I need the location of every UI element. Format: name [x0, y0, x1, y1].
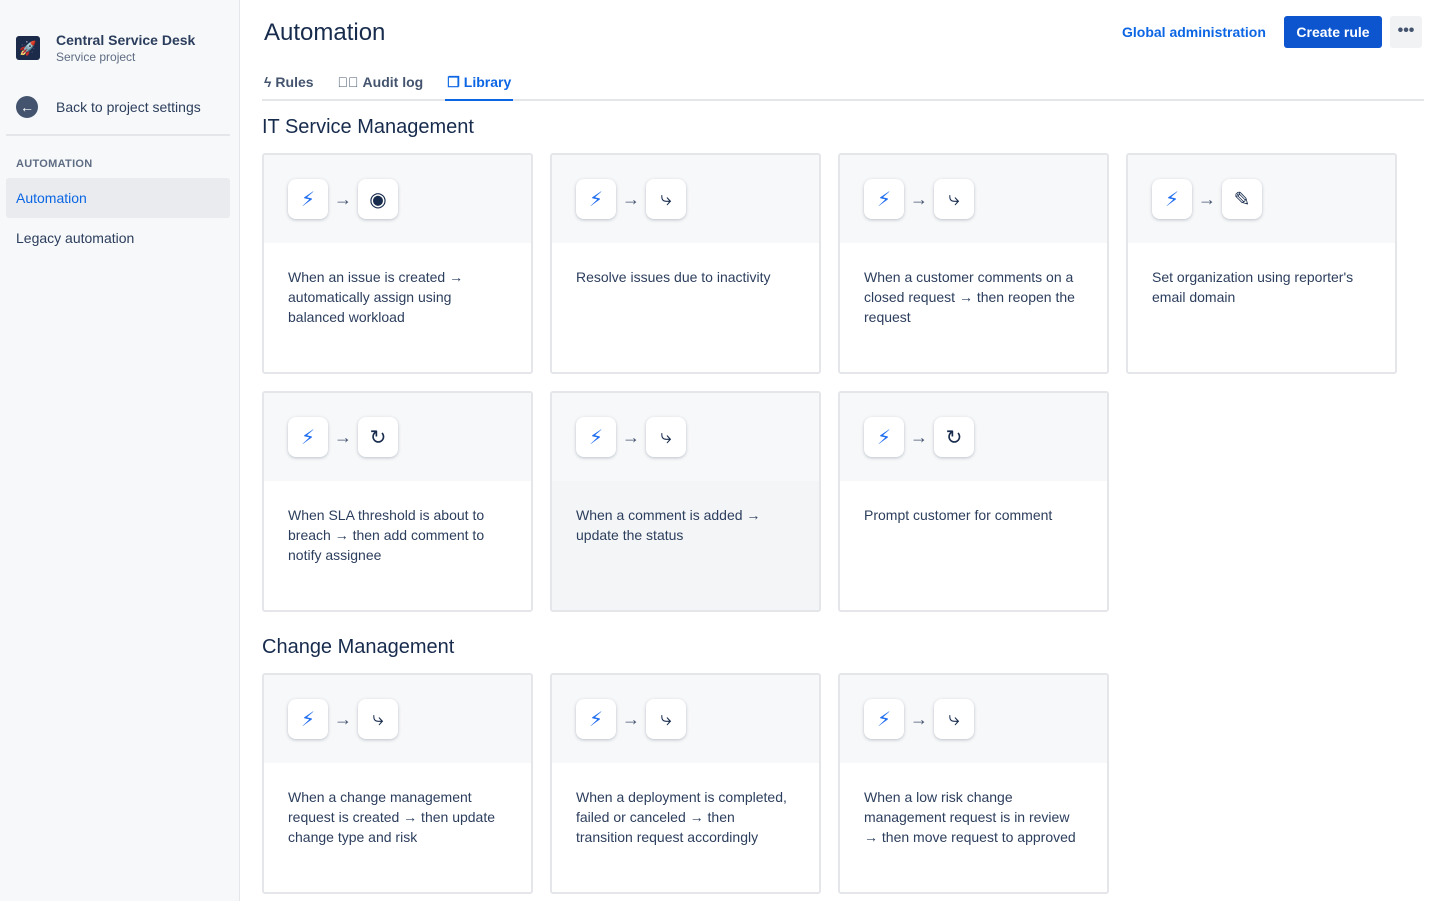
- card-icons: ⚡︎ → ⤷: [840, 675, 1107, 763]
- project-type: Service project: [56, 50, 136, 64]
- global-administration-link[interactable]: Global administration: [1122, 24, 1266, 40]
- trigger-bolt-icon: ⚡︎: [864, 699, 904, 739]
- card-description: Set organization using reporter's email …: [1152, 269, 1354, 305]
- tab-label: Library: [463, 74, 512, 90]
- trigger-bolt-icon: ⚡︎: [288, 417, 328, 457]
- bolt-icon: ϟ: [264, 74, 272, 90]
- comment-icon: ↻: [934, 417, 974, 457]
- back-to-project-settings[interactable]: ← Back to project settings: [16, 96, 201, 118]
- arrow-right-icon: →: [910, 426, 928, 447]
- tab-library[interactable]: ❐ Library: [445, 74, 514, 101]
- tab-bar: ϟ Rules ✓⃝ Audit log ❐ Library: [262, 74, 1424, 101]
- card-description: When SLA threshold is about to breach → …: [288, 507, 485, 563]
- user-icon: ◉: [358, 179, 398, 219]
- project-header[interactable]: 🚀 Central Service Desk Service project: [16, 32, 195, 64]
- card-icons: ⚡︎ → ↻: [840, 393, 1107, 481]
- sidebar-item-legacy-automation[interactable]: Legacy automation: [16, 230, 135, 246]
- card-description: When a low risk change management reques…: [864, 789, 1076, 845]
- rule-template-card[interactable]: ⚡︎ → ↻ Prompt customer for comment: [838, 391, 1109, 612]
- card-description: Prompt customer for comment: [864, 507, 1053, 523]
- tab-audit-log[interactable]: ✓⃝ Audit log: [336, 74, 426, 101]
- card-description: When a change management request is crea…: [288, 789, 496, 845]
- card-description: When a deployment is completed, failed o…: [576, 789, 787, 845]
- rule-template-card[interactable]: ⚡︎ → ⤷ When a deployment is completed, fail…: [550, 673, 821, 894]
- tab-rules[interactable]: ϟ Rules: [262, 74, 316, 101]
- branch-icon: ⤷: [934, 699, 974, 739]
- rule-template-card[interactable]: ⚡︎ → ✎ Set organization using reporter's em…: [1126, 153, 1397, 374]
- arrow-right-icon: →: [334, 426, 352, 447]
- card-icons: ⚡︎ → ◉: [264, 155, 531, 243]
- card-icons: ⚡︎ → ⤷: [552, 675, 819, 763]
- trigger-bolt-icon: ⚡︎: [288, 699, 328, 739]
- divider: [6, 134, 230, 136]
- card-icons: ⚡︎ → ✎: [1128, 155, 1395, 243]
- trigger-bolt-icon: ⚡︎: [1152, 179, 1192, 219]
- rule-template-card[interactable]: ⚡︎ → ⤷ Resolve issues due to inactivity: [550, 153, 821, 374]
- trigger-bolt-icon: ⚡︎: [864, 179, 904, 219]
- sidebar: 🚀 Central Service Desk Service project ←…: [0, 0, 240, 901]
- rule-template-card[interactable]: ⚡︎ → ◉ When an issue is created → automatic…: [262, 153, 533, 374]
- trigger-bolt-icon: ⚡︎: [576, 699, 616, 739]
- arrow-right-icon: →: [910, 188, 928, 209]
- check-circle-icon: ✓⃝: [337, 74, 359, 90]
- rule-template-card[interactable]: ⚡︎ → ⤷ When a comment is added → update the…: [550, 391, 821, 612]
- branch-icon: ⤷: [646, 417, 686, 457]
- arrow-left-icon: ←: [16, 96, 38, 118]
- branch-icon: ⤷: [358, 699, 398, 739]
- card-icons: ⚡︎ → ⤷: [552, 393, 819, 481]
- card-description: Resolve issues due to inactivity: [576, 269, 771, 285]
- project-name: Central Service Desk: [56, 32, 196, 48]
- project-logo-rocket-icon: 🚀: [16, 36, 40, 60]
- arrow-right-icon: →: [910, 708, 928, 729]
- edit-icon: ✎: [1222, 179, 1262, 219]
- card-icons: ⚡︎ → ↻: [264, 393, 531, 481]
- arrow-right-icon: →: [622, 426, 640, 447]
- section-title: IT Service Management: [262, 116, 474, 138]
- tab-label: Audit log: [362, 74, 424, 90]
- rule-template-card[interactable]: ⚡︎ → ↻ When SLA threshold is about to breac…: [262, 391, 533, 612]
- card-icons: ⚡︎ → ⤷: [264, 675, 531, 763]
- copy-icon: ❐: [447, 74, 460, 90]
- section-label: AUTOMATION: [16, 158, 93, 170]
- arrow-right-icon: →: [334, 708, 352, 729]
- rule-template-card[interactable]: ⚡︎ → ⤷ When a low risk change management re…: [838, 673, 1109, 894]
- arrow-right-icon: →: [622, 708, 640, 729]
- page-title: Automation: [264, 19, 386, 46]
- sidebar-item-automation[interactable]: Automation: [6, 178, 230, 218]
- tab-label: Rules: [275, 74, 314, 90]
- trigger-bolt-icon: ⚡︎: [576, 179, 616, 219]
- rule-template-card[interactable]: ⚡︎ → ⤷ When a customer comments on a closed…: [838, 153, 1109, 374]
- card-icons: ⚡︎ → ⤷: [840, 155, 1107, 243]
- branch-icon: ⤷: [646, 179, 686, 219]
- card-description: When an issue is created → automatically…: [288, 269, 464, 325]
- card-description: When a comment is added → update the sta…: [576, 507, 761, 543]
- create-rule-button[interactable]: Create rule: [1284, 16, 1382, 48]
- more-actions-button[interactable]: •••: [1390, 16, 1422, 48]
- comment-icon: ↻: [358, 417, 398, 457]
- card-description: When a customer comments on a closed req…: [864, 269, 1075, 325]
- trigger-bolt-icon: ⚡︎: [864, 417, 904, 457]
- arrow-right-icon: →: [1198, 188, 1216, 209]
- trigger-bolt-icon: ⚡︎: [288, 179, 328, 219]
- rule-template-card[interactable]: ⚡︎ → ⤷ When a change management request is …: [262, 673, 533, 894]
- branch-icon: ⤷: [934, 179, 974, 219]
- section-title: Change Management: [262, 636, 455, 658]
- trigger-bolt-icon: ⚡︎: [576, 417, 616, 457]
- card-icons: ⚡︎ → ⤷: [552, 155, 819, 243]
- back-label: Back to project settings: [56, 99, 201, 115]
- branch-icon: ⤷: [646, 699, 686, 739]
- arrow-right-icon: →: [622, 188, 640, 209]
- arrow-right-icon: →: [334, 188, 352, 209]
